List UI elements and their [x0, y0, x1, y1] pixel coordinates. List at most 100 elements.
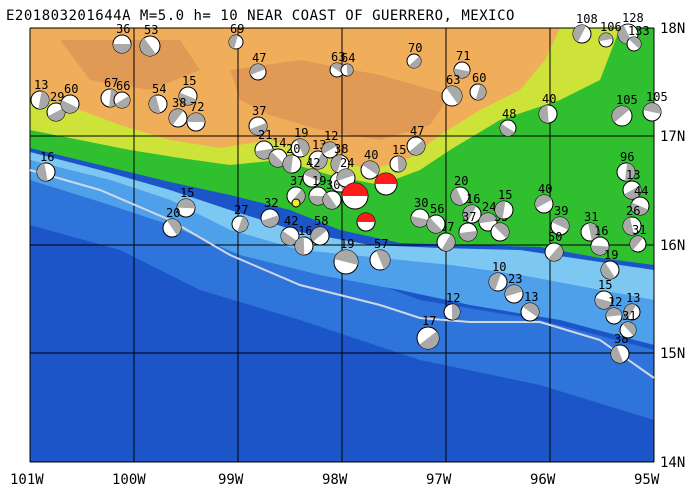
beachball: 31 [629, 223, 647, 253]
beachball-compression [463, 205, 477, 222]
land-mountain [230, 60, 450, 140]
beachball: 23 [504, 272, 524, 304]
longitude-labels: 101W 100W 99W 98W 97W 96W 95W [10, 472, 660, 488]
beachball-compression [37, 163, 48, 181]
beachball: 16 [36, 150, 56, 182]
event-depth-label: 66 [116, 79, 130, 93]
beachball: 37 [458, 210, 478, 242]
beachball: 96 [616, 150, 636, 182]
beachball: 60 [469, 71, 487, 101]
beachball-compression [539, 105, 549, 123]
beachball-compression [296, 139, 309, 157]
beachball-compression [255, 148, 273, 159]
beachball-compression [624, 185, 641, 199]
beachball-compression [283, 155, 294, 173]
event-depth-label: 67 [104, 76, 118, 90]
main-event-compression [375, 173, 397, 184]
beachball: 15 [178, 74, 198, 106]
event-depth-label: 31 [632, 223, 646, 237]
beachball-compression [505, 285, 523, 297]
event-depth-label: 15 [180, 186, 194, 200]
event-depth-label: 24 [482, 200, 496, 214]
trench-line [29, 169, 655, 379]
beachball: 38 [610, 332, 630, 364]
beachball-compression [309, 195, 327, 205]
beachball: 40 [538, 92, 558, 124]
beachball-compression [408, 56, 421, 68]
beachball: 37 [286, 174, 306, 206]
latitude-labels: 18N 17N 16N 15N 14N [660, 21, 685, 471]
beachball: 21 [254, 128, 274, 160]
beachball: 20 [282, 142, 302, 174]
lat-label: 15N [660, 346, 685, 362]
event-depth-label: 72 [190, 100, 204, 114]
beachball: 19 [290, 126, 310, 158]
event-depth-label: 13 [626, 291, 640, 305]
beachball: 105 [611, 93, 638, 127]
event-depth-label: 12 [608, 295, 622, 309]
beachball-compression [628, 37, 641, 49]
beachball: 15 [494, 188, 514, 220]
beachball-compression [166, 219, 181, 236]
event-depth-label: 15 [182, 74, 196, 88]
beachball: 31 [580, 210, 600, 242]
beachball: 24 [336, 156, 356, 188]
event-depth-label: 40 [364, 148, 378, 162]
event-depth-label: 19 [294, 126, 308, 140]
event-depth-label: 31 [622, 309, 636, 323]
lon-label: 95W [634, 472, 660, 488]
beachball: 70 [406, 41, 422, 69]
event-depth-label: 36 [116, 22, 130, 36]
beachball: 37 [248, 104, 268, 136]
event-depth-label: 12 [446, 291, 460, 305]
beachball: 16 [462, 192, 482, 224]
event-depth-label: 38 [334, 142, 348, 156]
beachball-compression [548, 245, 563, 261]
beachball-compression [269, 151, 285, 167]
beachball-compression [47, 107, 65, 121]
beachball: 106 [598, 20, 622, 48]
event-depth-label: 39 [554, 204, 568, 218]
event-depth-label: 20 [166, 206, 180, 220]
beachball: 17 [416, 314, 440, 350]
event-depth-label: 42 [284, 214, 298, 228]
beachball: 44 [630, 184, 650, 216]
beachball-compression [419, 331, 439, 349]
event-depth-label: 58 [314, 214, 328, 228]
beachball-compression [489, 273, 502, 291]
beachball-compression [606, 308, 622, 317]
beachball-compression [459, 230, 477, 241]
beachball: 19 [333, 237, 359, 275]
event-depth-label: 10 [492, 260, 506, 274]
beachball-compression [337, 169, 355, 181]
event-depth-label: 106 [600, 20, 622, 34]
lat-label: 14N [660, 455, 685, 471]
event-depth-label: 42 [306, 156, 320, 170]
beachball: 12 [321, 129, 339, 159]
beachball: 26 [622, 204, 642, 236]
beachball: 57 [369, 237, 391, 271]
beachball-compression [643, 102, 662, 114]
beachball: 58 [310, 214, 330, 246]
event-depth-label: 30 [414, 196, 428, 210]
beachball: 53 [139, 23, 161, 57]
main-event-beachball [341, 182, 369, 210]
event-depth-label: 15 [498, 188, 512, 202]
beachball: 13 [520, 290, 540, 322]
beachball-compression [631, 202, 649, 215]
beachball-compression [115, 95, 130, 108]
event-depth-label: 70 [408, 41, 422, 55]
beachball-compression [450, 187, 464, 205]
beachball: 60 [60, 82, 80, 114]
beachball-compression [376, 250, 391, 270]
beachball: 69 [228, 22, 244, 50]
beachball-compression [331, 155, 343, 173]
beachball: 13 [623, 291, 641, 321]
beachball-compression [322, 142, 337, 154]
beachball: 54 [148, 82, 168, 114]
lat-label: 18N [660, 21, 685, 37]
lon-label: 99W [218, 472, 244, 488]
event-depth-label: 21 [258, 128, 272, 142]
